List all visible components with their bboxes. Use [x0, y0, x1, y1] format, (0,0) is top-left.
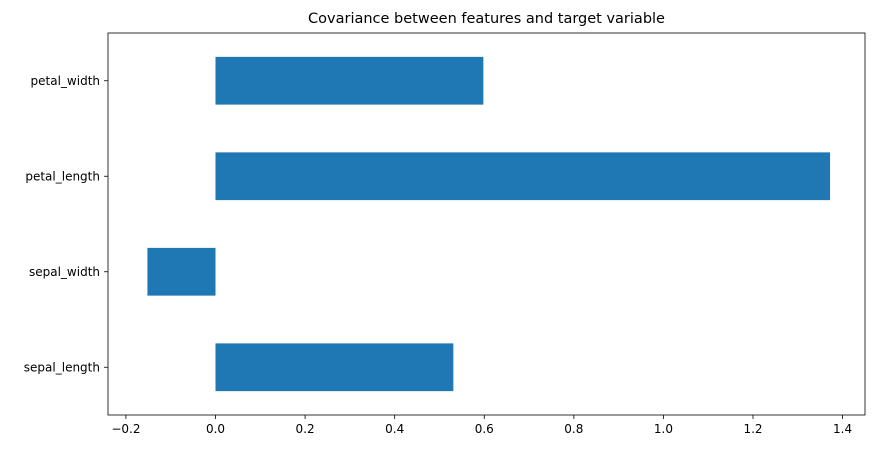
chart-title: Covariance between features and target v… — [308, 11, 665, 27]
bar-petal-length — [215, 152, 831, 201]
bar-petal-width — [215, 56, 484, 105]
x-tick-label: 1.0 — [654, 422, 673, 436]
y-tick-label: sepal_width — [29, 265, 100, 279]
x-tick-label: −0.2 — [111, 422, 140, 436]
y-tick-label: petal_length — [25, 169, 100, 183]
x-tick-label: 1.4 — [833, 422, 852, 436]
x-tick-label: 0.6 — [475, 422, 494, 436]
bar-sepal-width — [147, 247, 216, 296]
y-axis-ticks: sepal_length sepal_width petal_length petal… — [24, 74, 108, 374]
y-tick-label: petal_width — [31, 74, 100, 88]
x-tick-label: 0.8 — [564, 422, 583, 436]
x-tick-label: 0.0 — [206, 422, 225, 436]
x-tick-label: 0.4 — [385, 422, 404, 436]
x-tick-label: 0.2 — [296, 422, 315, 436]
bars-group — [147, 56, 831, 392]
y-tick-label: sepal_length — [24, 360, 100, 374]
bar-sepal-length — [215, 343, 454, 392]
plot-frame — [107, 32, 866, 416]
x-axis-ticks: −0.2 0.0 0.2 0.4 0.6 0.8 1.0 1.2 1.4 — [111, 415, 852, 436]
x-tick-label: 1.2 — [743, 422, 762, 436]
